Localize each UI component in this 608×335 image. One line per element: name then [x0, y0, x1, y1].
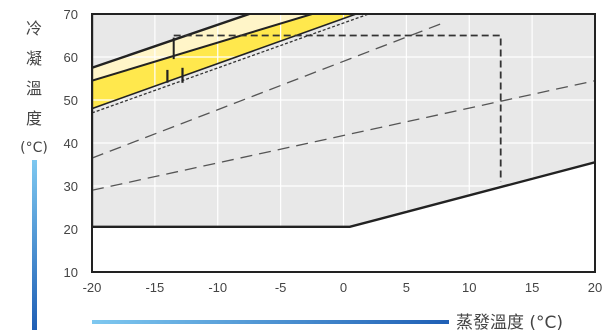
- x-tick-label: 5: [403, 280, 410, 295]
- plot-frame: [91, 13, 596, 273]
- x-tick-label: -20: [83, 280, 102, 295]
- x-tick-label: 20: [588, 280, 602, 295]
- series-envelope-outline: [92, 14, 595, 229]
- series-band-lower-line: [92, 14, 357, 110]
- y-axis-label-char-3: 溫: [26, 79, 42, 98]
- y-tick-label: 30: [64, 179, 78, 194]
- series-mid-solid-line: [92, 14, 313, 82]
- x-tick-label: 15: [525, 280, 539, 295]
- y-tick-label: 40: [64, 136, 78, 151]
- ticks-layer: -20 -15 -10 -5 0 5 10 15 20 10 20 30 40 50 60 70: [64, 7, 603, 295]
- y-tick-label: 60: [64, 50, 78, 65]
- series-long-dash-line-a: [92, 21, 445, 159]
- y-tick-label: 10: [64, 265, 78, 280]
- y-axis-label-char-4: 度: [26, 109, 42, 128]
- x-axis-arrow-bar: [92, 320, 449, 324]
- x-axis-label: 蒸發溫度 (°C): [456, 313, 563, 333]
- y-axis-arrow-bar: [32, 160, 37, 330]
- x-tick-label: 0: [340, 280, 347, 295]
- y-tick-label: 20: [64, 222, 78, 237]
- y-axis-label-unit: (°C): [20, 140, 48, 156]
- series-upper-solid-line: [92, 14, 250, 69]
- lines-layer: [92, 14, 595, 229]
- x-tick-label: -10: [208, 280, 227, 295]
- series-dashed-box: [173, 34, 502, 182]
- x-tick-label: -5: [275, 280, 287, 295]
- grid-layer: [92, 14, 595, 272]
- series-fine-dashed-line: [92, 14, 369, 114]
- y-tick-label: 50: [64, 93, 78, 108]
- y-axis-label-char-1: 冷: [26, 19, 42, 38]
- series-long-dash-line-b: [92, 80, 595, 191]
- x-tick-label: -15: [145, 280, 164, 295]
- x-tick-label: 10: [462, 280, 476, 295]
- y-axis-label: 冷 凝 溫 度 (°C): [20, 19, 48, 156]
- y-axis-label-char-2: 凝: [26, 49, 42, 68]
- y-tick-label: 70: [64, 7, 78, 22]
